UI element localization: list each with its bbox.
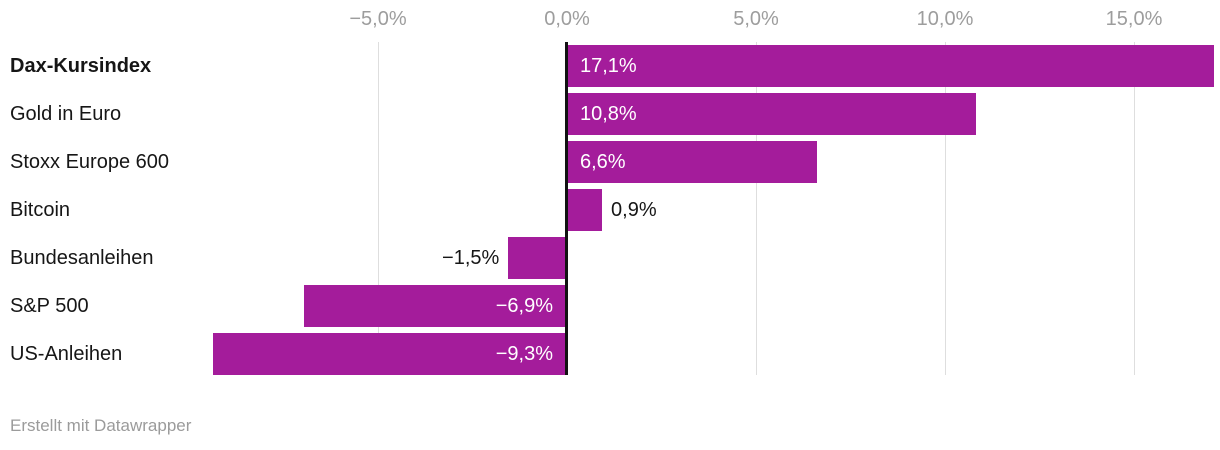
bar-value-label: 17,1% [580, 55, 637, 77]
bar-value-label: 10,8% [580, 103, 637, 125]
zero-baseline [565, 42, 568, 375]
bar [508, 237, 565, 279]
category-label: US-Anleihen [10, 343, 123, 365]
x-axis-tick-label: 0,0% [544, 8, 590, 30]
category-label: Gold in Euro [10, 103, 122, 125]
attribution-text: Erstellt mit Datawrapper [10, 416, 192, 435]
bar [568, 45, 1215, 87]
bar-value-label: −9,3% [495, 343, 553, 365]
category-label: Stoxx Europe 600 [10, 151, 169, 173]
gridline [1134, 42, 1135, 375]
x-axis-tick-label: 5,0% [733, 8, 779, 30]
bar [568, 141, 818, 183]
x-axis-tick-label: −5,0% [349, 8, 407, 30]
bar [568, 189, 603, 231]
bar-value-label: 0,9% [611, 199, 657, 221]
bar-value-label: −1,5% [442, 247, 500, 269]
gridline [945, 42, 946, 375]
category-label: Bundesanleihen [10, 247, 154, 269]
x-axis-tick-label: 10,0% [916, 8, 974, 30]
bar [568, 93, 977, 135]
bar [304, 285, 565, 327]
gridline [756, 42, 757, 375]
bar-value-label: −6,9% [495, 295, 553, 317]
x-axis-tick-label: 15,0% [1105, 8, 1163, 30]
category-label: Bitcoin [10, 199, 71, 221]
bar [213, 333, 565, 375]
bar-value-label: 6,6% [580, 151, 626, 173]
category-label: Dax-Kursindex [10, 55, 152, 77]
gridline [378, 42, 379, 375]
category-label: S&P 500 [10, 295, 89, 317]
